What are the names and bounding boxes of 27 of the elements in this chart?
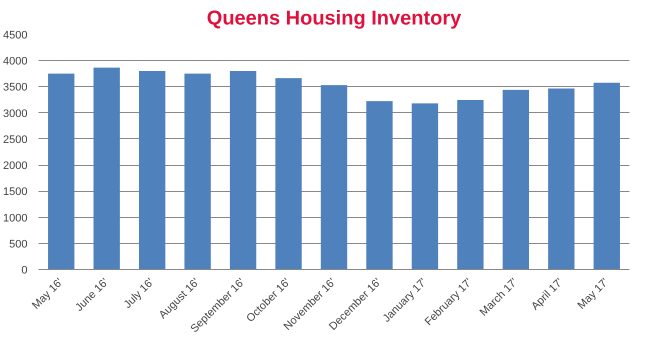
bar — [594, 82, 620, 270]
y-tick-label: 500 — [9, 238, 28, 250]
y-tick-label: 1500 — [3, 186, 28, 198]
bar — [184, 74, 211, 270]
bar — [366, 101, 393, 270]
y-tick-label: 0 — [21, 264, 28, 276]
y-tick-label: 2500 — [3, 134, 28, 146]
bar — [548, 88, 574, 270]
x-tick-label: May 17' — [576, 276, 612, 312]
y-tick-label: 3000 — [3, 108, 28, 120]
bar — [48, 74, 74, 270]
bar — [230, 71, 256, 270]
bar — [275, 78, 302, 270]
bar — [320, 85, 348, 270]
y-tick-label: 4000 — [3, 56, 28, 68]
x-tick-label: July 16' — [122, 276, 156, 311]
y-tick-label: 2000 — [3, 160, 28, 172]
y-tick-label: 4500 — [3, 30, 28, 42]
x-tick-label: May 16' — [30, 276, 66, 312]
y-tick-label: 3500 — [3, 82, 28, 94]
bar — [457, 100, 484, 270]
bar — [502, 90, 530, 270]
y-tick-label: 1000 — [3, 212, 28, 224]
bar — [412, 103, 438, 270]
bar — [138, 71, 166, 270]
bar — [94, 68, 120, 270]
chart-title: Queens Housing Inventory — [206, 8, 462, 30]
